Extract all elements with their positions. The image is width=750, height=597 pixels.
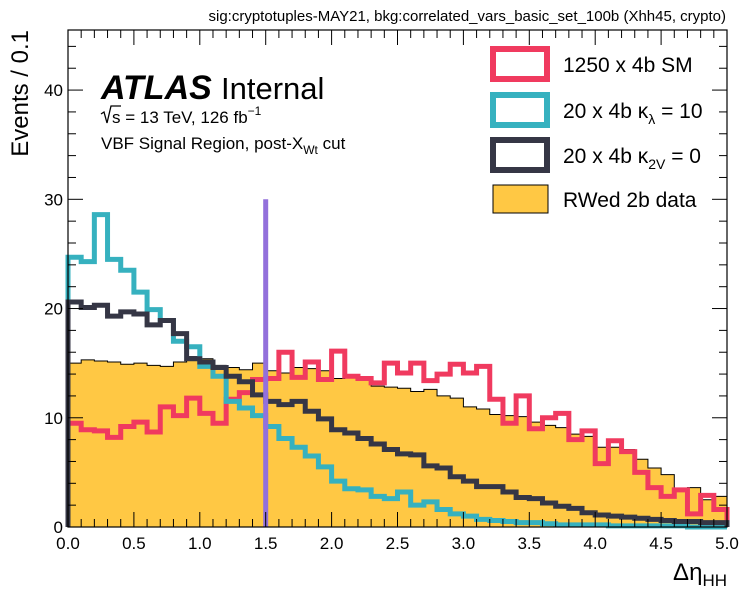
legend-k2v0-pre: 20 x 4b κ <box>563 145 649 168</box>
x-tick-label: 2.5 <box>386 534 410 553</box>
internal-text: Internal <box>221 71 324 106</box>
x-axis-label: ΔηHH <box>673 559 727 590</box>
x-tick-label: 4.5 <box>649 534 673 553</box>
y-tick-label: 0 <box>54 518 63 537</box>
legend-label-kl10: 20 x 4b κλ = 10 <box>563 100 703 127</box>
background-fill-layer <box>67 356 728 528</box>
x-tick-label: 0.5 <box>122 534 146 553</box>
region-tail: cut <box>318 134 346 153</box>
legend-swatch-data <box>492 184 549 214</box>
x-tick-label: 1.5 <box>254 534 278 553</box>
legend-label-sm: 1250 x 4b SM <box>563 54 693 77</box>
legend-k2v0-sub: 2V <box>648 156 666 172</box>
signal-lines-layer <box>65 199 730 530</box>
y-tick-label: 20 <box>44 300 63 319</box>
x-axis-label-sub: HH <box>702 571 727 590</box>
legend-swatch-kl10 <box>490 92 550 128</box>
atlas-logo-text: ATLAS <box>100 69 212 107</box>
legend: 1250 x 4b SM 20 x 4b κλ = 10 20 x 4b κ2V… <box>490 46 703 214</box>
y-tick-label: 30 <box>44 190 63 209</box>
series-1-1250-x-4b-sm-line <box>65 348 730 527</box>
x-tick-label: 3.5 <box>517 534 541 553</box>
legend-kl10-pre: 20 x 4b κ <box>563 100 649 123</box>
energy-lumi-label: s = 13 TeV, 126 fb−1 <box>100 104 262 127</box>
legend-kl10-sub: λ <box>648 111 655 127</box>
y-axis-label: Events / 0.1 <box>7 30 34 157</box>
chart-title: sig:cryptotuples-MAY21, bkg:correlated_v… <box>209 8 727 25</box>
x-tick-label: 4.0 <box>583 534 607 553</box>
x-tick-label: 2.0 <box>320 534 344 553</box>
legend-entry-kl10: 20 x 4b κλ = 10 <box>490 92 703 128</box>
legend-entry-sm: 1250 x 4b SM <box>490 46 693 82</box>
legend-entry-data: RWed 2b data <box>492 184 697 214</box>
legend-kl10-post: = 10 <box>655 100 702 123</box>
energy-text: s = 13 TeV, 126 fb−1 <box>112 104 262 127</box>
axes-layer: 0.0 0.5 1.0 1.5 2.0 2.5 3.0 3.5 4.0 4.5 5.0 0 10 20 30… <box>44 29 739 553</box>
x-tick-label: 1.0 <box>188 534 212 553</box>
region-sub: Wt <box>303 143 318 157</box>
series-0-rwed-2b-data-hist <box>67 356 728 528</box>
x-tick-label: 3.0 <box>452 534 476 553</box>
y-tick-label: 10 <box>44 409 63 428</box>
series-3-20-x-4b-2v-0-line <box>65 299 730 527</box>
legend-swatch-k2v0 <box>490 137 550 173</box>
energy-sqrt-var: s <box>112 108 121 127</box>
legend-swatch-sm <box>490 46 550 82</box>
x-axis-label-main: Δη <box>673 559 702 586</box>
sqrt-symbol-icon <box>100 105 121 124</box>
region-main: VBF Signal Region, post-X <box>101 134 303 153</box>
legend-entry-k2v0: 20 x 4b κ2V = 0 <box>490 137 701 173</box>
x-tick-label: 0.0 <box>56 534 80 553</box>
legend-label-data: RWed 2b data <box>563 189 697 212</box>
legend-label-k2v0: 20 x 4b κ2V = 0 <box>563 145 701 172</box>
x-tick-label: 5.0 <box>715 534 739 553</box>
energy-sup: −1 <box>248 104 262 118</box>
y-tick-label: 40 <box>44 81 63 100</box>
atlas-label: ATLAS Internal <box>100 69 324 107</box>
legend-k2v0-post: = 0 <box>665 145 701 168</box>
energy-rest: = 13 TeV, 126 fb <box>121 108 248 127</box>
region-label: VBF Signal Region, post-XWt cut <box>101 134 346 157</box>
